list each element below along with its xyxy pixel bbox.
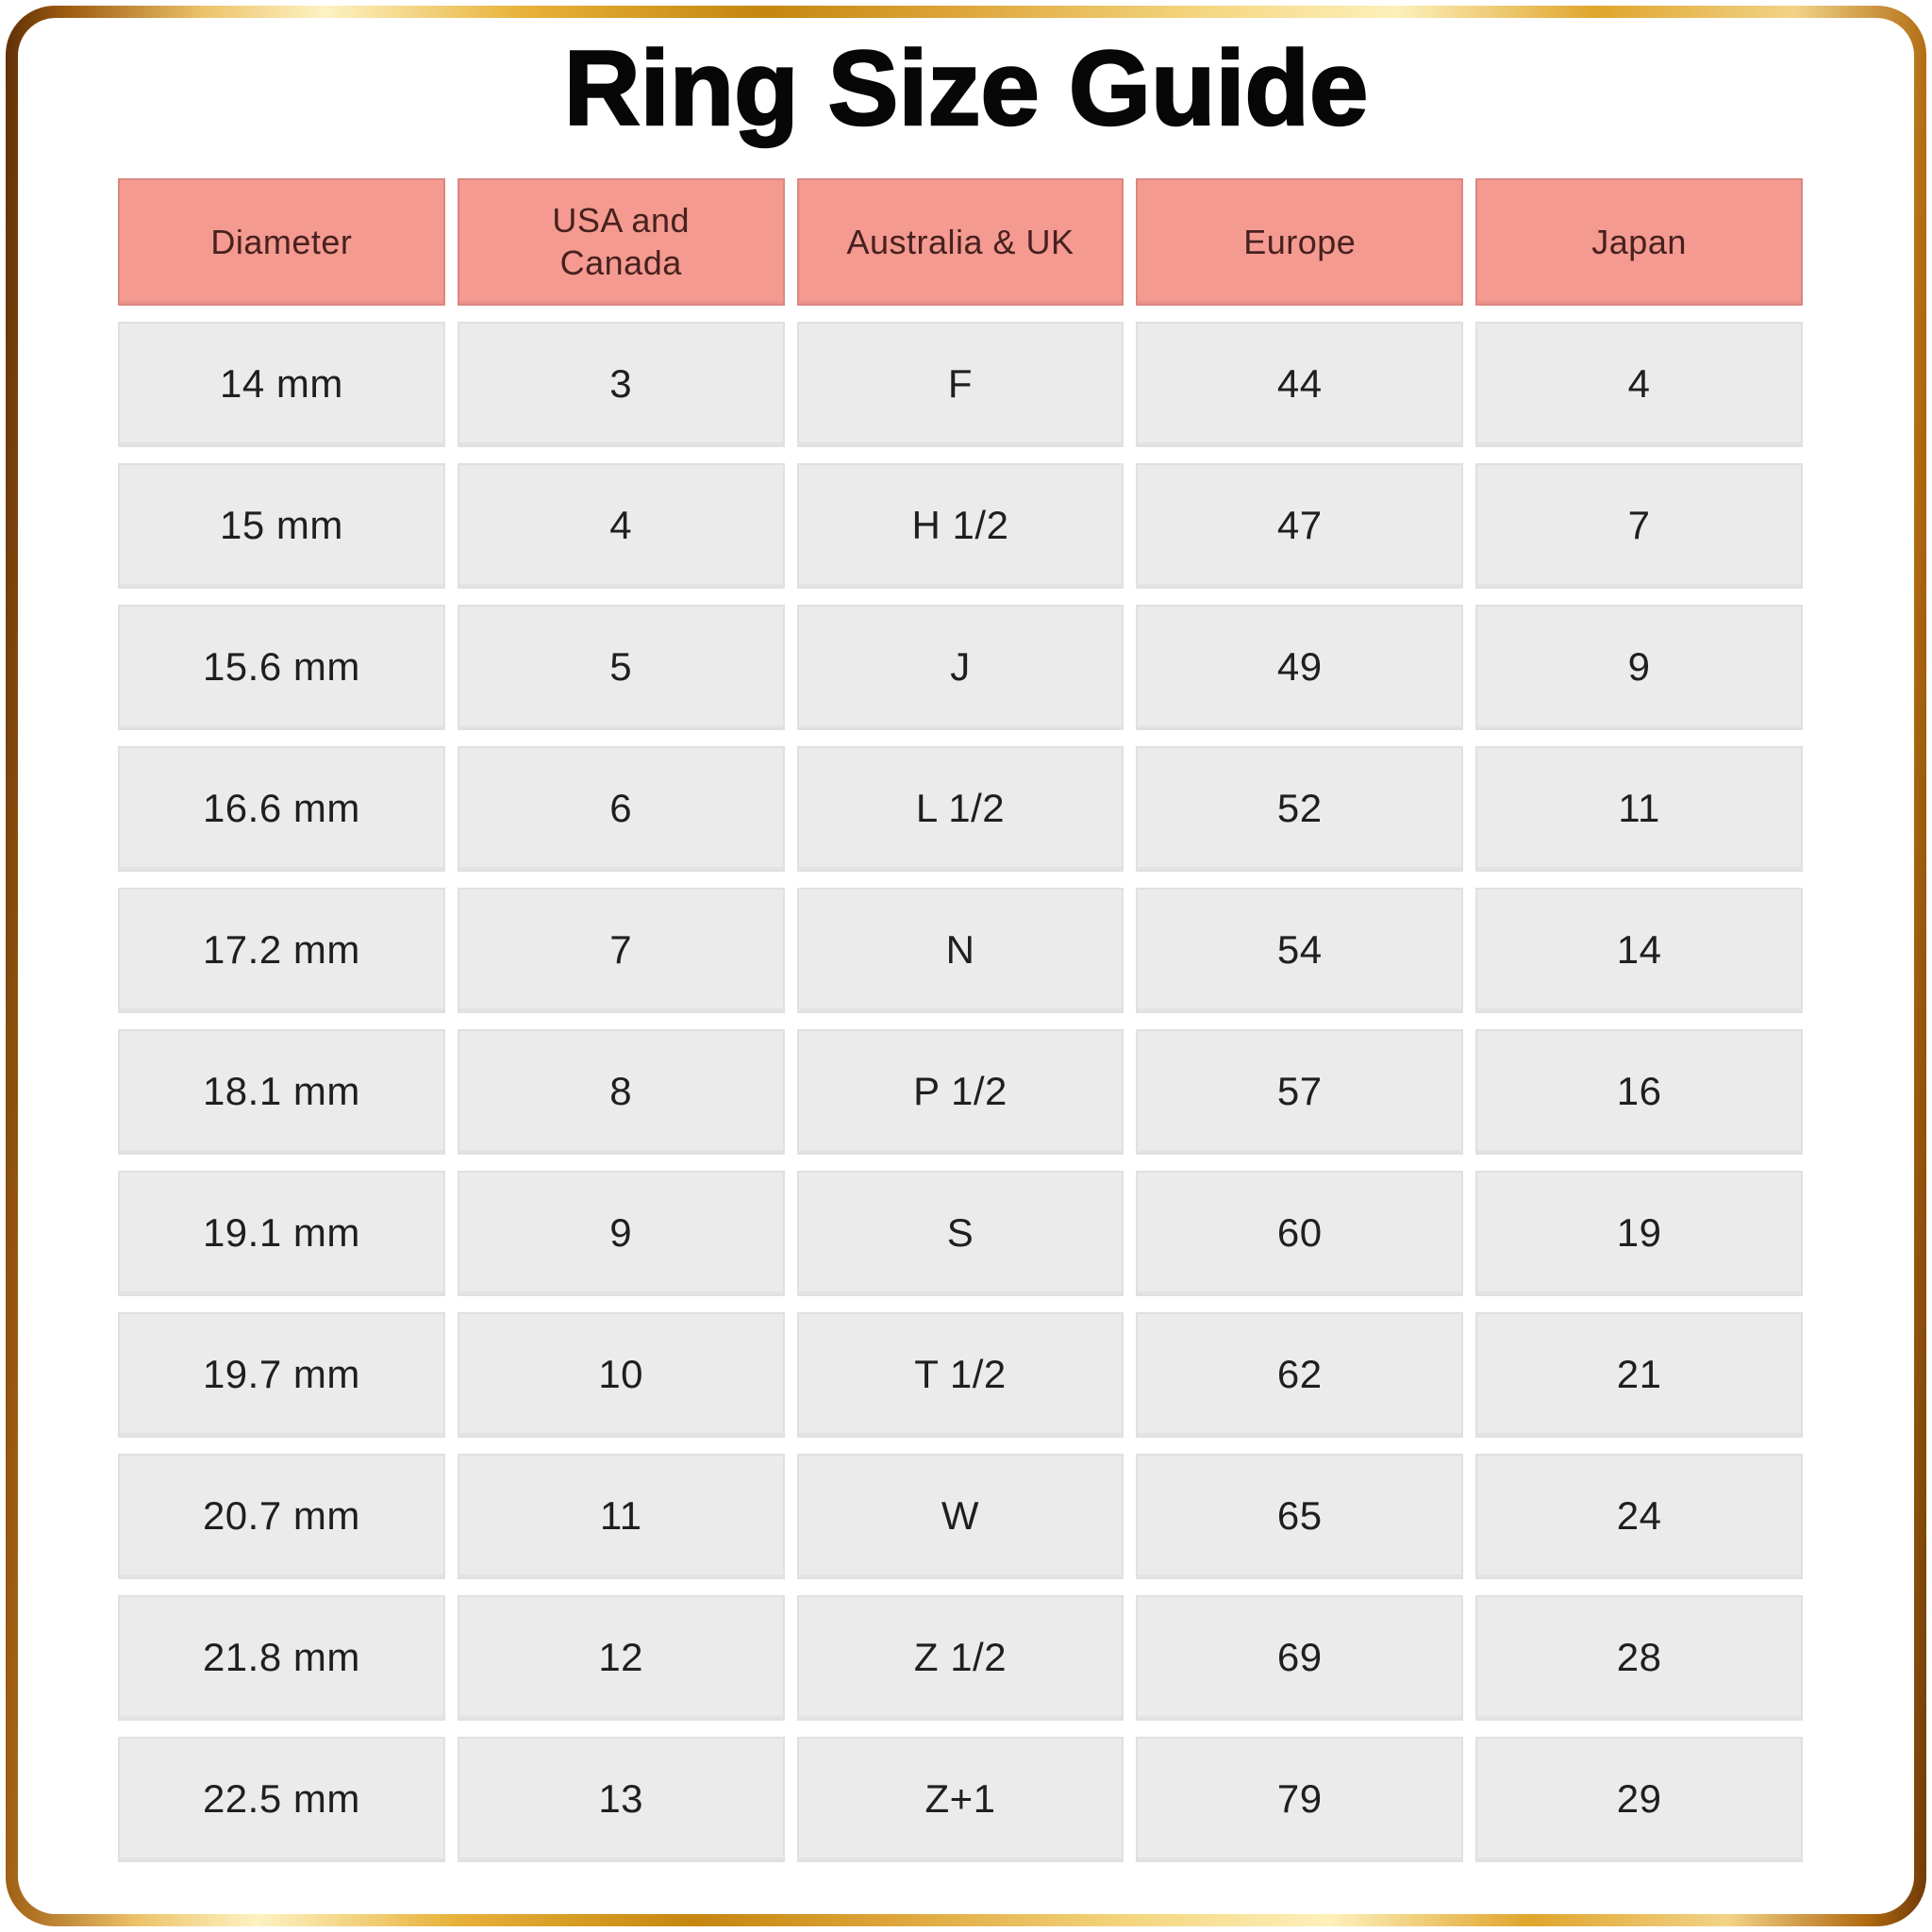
- column-header-usa-and-canada: USA and Canada: [457, 177, 785, 306]
- table-cell-row6-col2: 8: [457, 1028, 785, 1155]
- table-cell-row5-col4: 54: [1136, 887, 1464, 1013]
- column-header-diameter: Diameter: [118, 177, 445, 306]
- table-cell-row4-col4: 52: [1136, 745, 1464, 872]
- table-cell-row4-col5: 11: [1475, 745, 1803, 872]
- column-header-europe: Europe: [1136, 177, 1464, 306]
- table-cell-row4-col3: L 1/2: [796, 745, 1124, 872]
- table-cell-row9-col5: 24: [1475, 1453, 1803, 1579]
- table-cell-row10-col5: 28: [1475, 1594, 1803, 1721]
- table-cell-row3-col5: 9: [1475, 604, 1803, 730]
- table-cell-row1-col4: 44: [1136, 321, 1464, 447]
- table-cell-row3-col3: J: [796, 604, 1124, 730]
- table-cell-row11-col5: 29: [1475, 1736, 1803, 1862]
- table-cell-row4-col2: 6: [457, 745, 785, 872]
- table-cell-row10-col2: 12: [457, 1594, 785, 1721]
- table-cell-row9-col4: 65: [1136, 1453, 1464, 1579]
- gold-border-frame: Ring Size Guide Diameter USA and Canada Au…: [6, 6, 1926, 1926]
- table-cell-row7-col3: S: [796, 1170, 1124, 1296]
- table-cell-row9-col2: 11: [457, 1453, 785, 1579]
- table-cell-row10-col3: Z 1/2: [796, 1594, 1124, 1721]
- table-cell-row7-col1: 19.1 mm: [118, 1170, 445, 1296]
- table-cell-row2-col1: 15 mm: [118, 462, 445, 589]
- table-cell-row9-col1: 20.7 mm: [118, 1453, 445, 1579]
- table-cell-row4-col1: 16.6 mm: [118, 745, 445, 872]
- table-cell-row3-col2: 5: [457, 604, 785, 730]
- table-cell-row7-col4: 60: [1136, 1170, 1464, 1296]
- table-cell-row1-col5: 4: [1475, 321, 1803, 447]
- table-cell-row11-col2: 13: [457, 1736, 785, 1862]
- ring-size-table: Diameter USA and Canada Australia & UK Euro…: [118, 177, 1803, 1862]
- table-cell-row1-col3: F: [796, 321, 1124, 447]
- table-cell-row11-col4: 79: [1136, 1736, 1464, 1862]
- column-header-japan: Japan: [1475, 177, 1803, 306]
- table-cell-row11-col1: 22.5 mm: [118, 1736, 445, 1862]
- table-cell-row11-col3: Z+1: [796, 1736, 1124, 1862]
- table-cell-row2-col4: 47: [1136, 462, 1464, 589]
- table-cell-row8-col3: T 1/2: [796, 1311, 1124, 1438]
- table-cell-row9-col3: W: [796, 1453, 1124, 1579]
- table-cell-row8-col2: 10: [457, 1311, 785, 1438]
- table-cell-row7-col5: 19: [1475, 1170, 1803, 1296]
- table-cell-row7-col2: 9: [457, 1170, 785, 1296]
- table-cell-row2-col5: 7: [1475, 462, 1803, 589]
- table-cell-row6-col4: 57: [1136, 1028, 1464, 1155]
- table-cell-row3-col1: 15.6 mm: [118, 604, 445, 730]
- page-background: Ring Size Guide Diameter USA and Canada Au…: [18, 18, 1914, 1914]
- table-cell-row10-col4: 69: [1136, 1594, 1464, 1721]
- table-cell-row2-col3: H 1/2: [796, 462, 1124, 589]
- table-cell-row8-col4: 62: [1136, 1311, 1464, 1438]
- table-cell-row6-col5: 16: [1475, 1028, 1803, 1155]
- table-cell-row3-col4: 49: [1136, 604, 1464, 730]
- table-cell-row5-col2: 7: [457, 887, 785, 1013]
- table-cell-row5-col1: 17.2 mm: [118, 887, 445, 1013]
- table-cell-row2-col2: 4: [457, 462, 785, 589]
- table-cell-row5-col5: 14: [1475, 887, 1803, 1013]
- table-cell-row1-col2: 3: [457, 321, 785, 447]
- table-cell-row10-col1: 21.8 mm: [118, 1594, 445, 1721]
- table-cell-row6-col3: P 1/2: [796, 1028, 1124, 1155]
- table-cell-row6-col1: 18.1 mm: [118, 1028, 445, 1155]
- column-header-australia-uk: Australia & UK: [796, 177, 1124, 306]
- table-cell-row5-col3: N: [796, 887, 1124, 1013]
- page-title: Ring Size Guide: [562, 29, 1369, 147]
- table-cell-row1-col1: 14 mm: [118, 321, 445, 447]
- table-cell-row8-col1: 19.7 mm: [118, 1311, 445, 1438]
- table-cell-row8-col5: 21: [1475, 1311, 1803, 1438]
